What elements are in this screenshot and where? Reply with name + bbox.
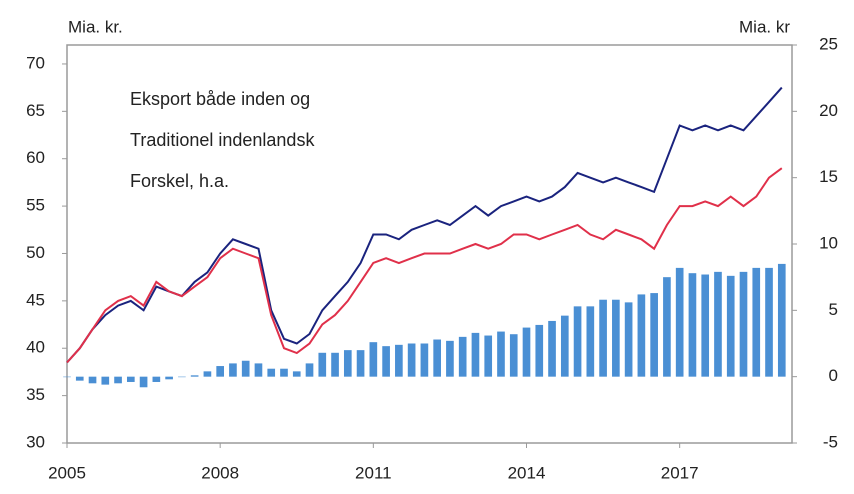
bar [548,320,556,377]
bar [229,363,237,377]
bar [765,267,773,377]
bar [675,267,684,377]
bar [599,299,607,377]
bar [382,346,390,377]
bar [484,335,493,377]
bar [739,271,748,377]
bar [343,350,352,377]
bar [650,293,658,377]
bar [216,366,224,377]
legend-label: Forskel, h.a. [130,171,229,191]
bar [101,376,110,385]
bar [369,342,378,377]
bar [573,306,582,377]
x-tick-label: 2008 [201,463,239,482]
y2-tick-label: 0 [829,366,838,385]
y-axis-unit: Mia. kr. [68,17,123,36]
bar [190,375,199,377]
bar [663,277,671,377]
bar [420,343,429,377]
y-tick-label: 30 [26,432,45,451]
x-tick-label: 2017 [661,463,699,482]
bar [522,327,531,377]
y-tick-label: 65 [26,101,45,120]
legend-label: Eksport både inden og [130,89,310,109]
bar [292,371,301,377]
x-tick-label: 2005 [48,463,86,482]
bar [267,368,276,377]
bar [203,371,212,377]
y2-tick-label: 5 [829,300,838,319]
bar [688,273,697,377]
y2-tick-label: 10 [819,233,838,252]
x-tick-label: 2011 [355,463,392,482]
y2-axis-unit: Mia. kr [739,17,790,36]
bar [178,376,186,378]
bar [509,334,518,377]
bar [586,306,595,377]
bar [318,352,327,377]
bar [88,376,97,384]
bar [777,263,786,377]
bar [305,363,314,377]
y-tick-label: 35 [26,385,45,404]
bar [752,267,761,377]
y2-tick-label: 20 [819,101,838,120]
bar [612,299,620,377]
bar [433,339,441,377]
y-tick-label: 50 [26,243,45,262]
bar [407,343,416,377]
bar [714,271,722,377]
bar [126,376,135,382]
bar [63,376,71,378]
legend: Eksport både inden og Traditionel indenla… [130,89,315,191]
bar [114,376,122,384]
bar [254,363,263,377]
bar [331,352,339,377]
bar [624,302,633,377]
bar [637,294,646,377]
bar [241,360,250,377]
bar [75,376,84,381]
x-tick-label: 2014 [508,463,546,482]
legend-label: Traditionel indenlandsk [130,130,315,150]
y2-tick-label: 15 [819,167,838,186]
y2-tick-label: 25 [819,34,838,53]
y-tick-label: 45 [26,290,45,309]
bar [471,332,480,377]
bar [535,324,544,377]
bar [446,340,454,377]
bar [152,376,161,382]
bar [560,315,569,377]
bar [139,376,148,388]
bar [356,350,365,377]
bar [165,376,173,380]
bar [497,331,505,377]
y-tick-label: 40 [26,338,45,357]
y-tick-label: 55 [26,196,45,215]
bar [458,336,467,377]
bar [701,274,710,377]
y2-tick-label: -5 [823,432,838,451]
line [66,167,783,364]
line [66,86,783,364]
y-tick-label: 60 [26,148,45,167]
bar [726,275,735,377]
y-tick-label: 70 [26,53,45,72]
bar [280,368,288,377]
bar [395,344,403,377]
